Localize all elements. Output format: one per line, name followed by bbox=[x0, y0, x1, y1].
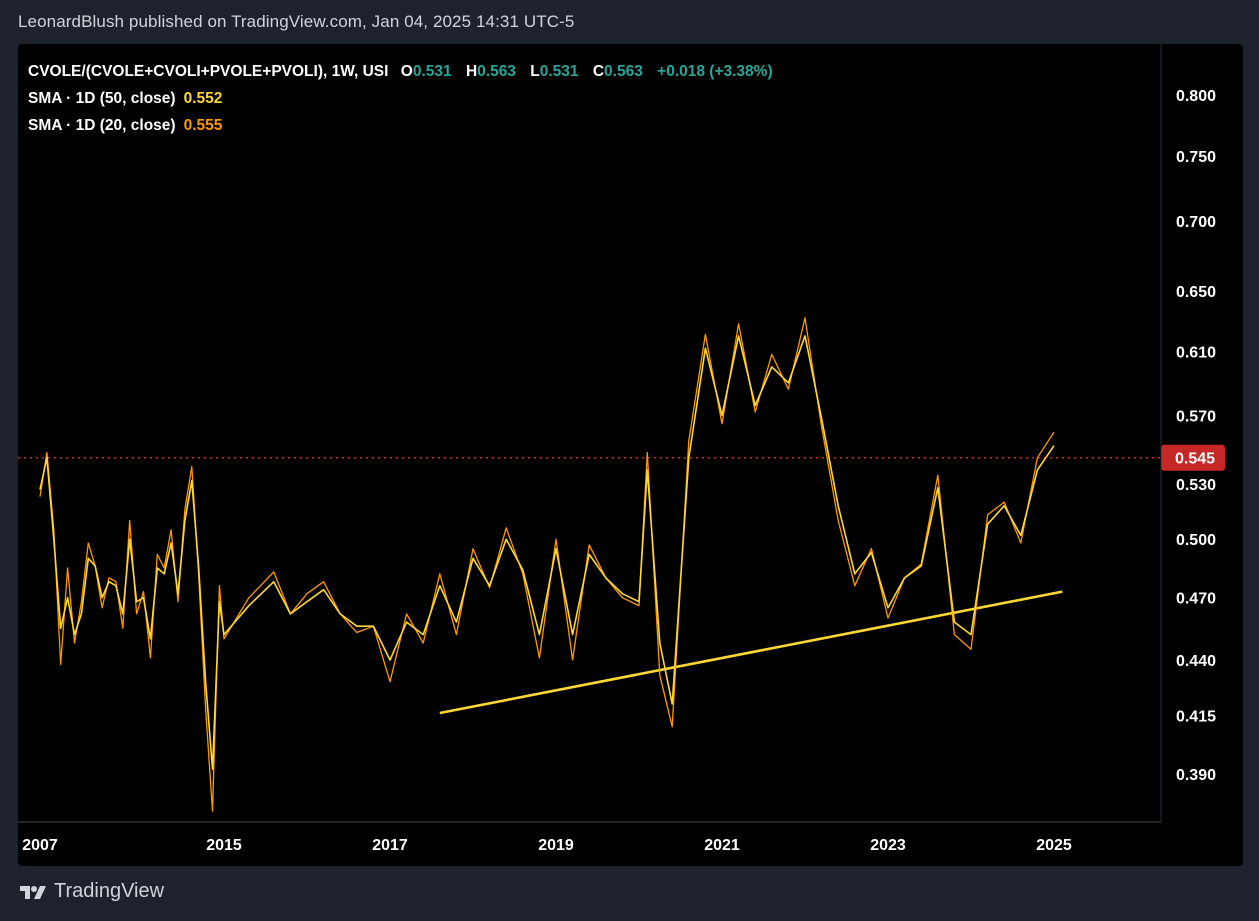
y-tick-label: 0.530 bbox=[1176, 477, 1216, 494]
sma20-label: SMA · 1D (20, close) bbox=[28, 117, 176, 134]
high-label: H bbox=[465, 63, 478, 80]
open-label: O bbox=[400, 63, 413, 80]
y-tick-label: 0.390 bbox=[1176, 767, 1216, 784]
symbol-label: CVOLE/(CVOLE+CVOLI+PVOLE+PVOLI), 1W, USI bbox=[28, 63, 389, 80]
x-tick-label: 2019 bbox=[538, 837, 574, 854]
open-value: 0.531 bbox=[412, 63, 452, 80]
price-tag-value: 0.545 bbox=[1175, 451, 1215, 468]
tradingview-logo-icon bbox=[20, 885, 46, 899]
chart-legend: CVOLE/(CVOLE+CVOLI+PVOLE+PVOLI), 1W, USI… bbox=[28, 58, 773, 139]
publisher-caption: LeonardBlush published on TradingView.co… bbox=[18, 12, 575, 31]
footer-brand-text: TradingView bbox=[54, 880, 165, 902]
y-tick-label: 0.800 bbox=[1176, 88, 1216, 105]
y-tick-label: 0.500 bbox=[1176, 532, 1216, 549]
footer-branding[interactable]: TradingView bbox=[18, 880, 164, 903]
y-tick-label: 0.440 bbox=[1176, 653, 1216, 670]
series-line-0[interactable] bbox=[39, 317, 1055, 812]
sma50-label: SMA · 1D (50, close) bbox=[28, 90, 176, 107]
legend-symbol-row[interactable]: CVOLE/(CVOLE+CVOLI+PVOLE+PVOLI), 1W, USI… bbox=[28, 58, 773, 85]
y-tick-label: 0.750 bbox=[1176, 149, 1216, 166]
close-label: C bbox=[592, 63, 605, 80]
x-tick-label: 2007 bbox=[22, 837, 58, 854]
series-line-1[interactable] bbox=[39, 335, 1055, 770]
high-value: 0.563 bbox=[477, 63, 516, 80]
chart-svg[interactable]: 0.800 0.750 0.700 0.650 0.610 0.570 0.530 0.500… bbox=[18, 44, 1243, 866]
x-tick-label: 2023 bbox=[870, 837, 906, 854]
x-tick-label: 2017 bbox=[372, 837, 408, 854]
low-label: L bbox=[530, 63, 540, 80]
legend-sma50-row[interactable]: SMA · 1D (50, close) 0.552 bbox=[28, 85, 773, 112]
low-value: 0.531 bbox=[539, 63, 579, 80]
support-trendline[interactable] bbox=[439, 590, 1063, 715]
legend-sma20-row[interactable]: SMA · 1D (20, close) 0.555 bbox=[28, 112, 773, 139]
y-tick-label: 0.470 bbox=[1176, 591, 1216, 608]
y-tick-label: 0.650 bbox=[1176, 284, 1216, 301]
price-tag-box bbox=[1161, 444, 1225, 471]
y-tick-label: 0.700 bbox=[1176, 214, 1216, 231]
y-tick-label: 0.610 bbox=[1176, 344, 1216, 361]
sma50-value: 0.552 bbox=[183, 90, 223, 107]
sma20-value: 0.555 bbox=[183, 117, 223, 134]
y-tick-label: 0.570 bbox=[1176, 408, 1216, 425]
close-value: 0.563 bbox=[604, 63, 643, 80]
x-tick-label: 2025 bbox=[1036, 837, 1072, 854]
x-tick-label: 2021 bbox=[704, 837, 740, 854]
change-value: +0.018 (+3.38%) bbox=[657, 63, 773, 80]
y-tick-label: 0.415 bbox=[1176, 708, 1216, 725]
chart-frame[interactable]: 0.800 0.750 0.700 0.650 0.610 0.570 0.530 0.500… bbox=[18, 44, 1243, 866]
x-tick-label: 2015 bbox=[206, 837, 242, 854]
